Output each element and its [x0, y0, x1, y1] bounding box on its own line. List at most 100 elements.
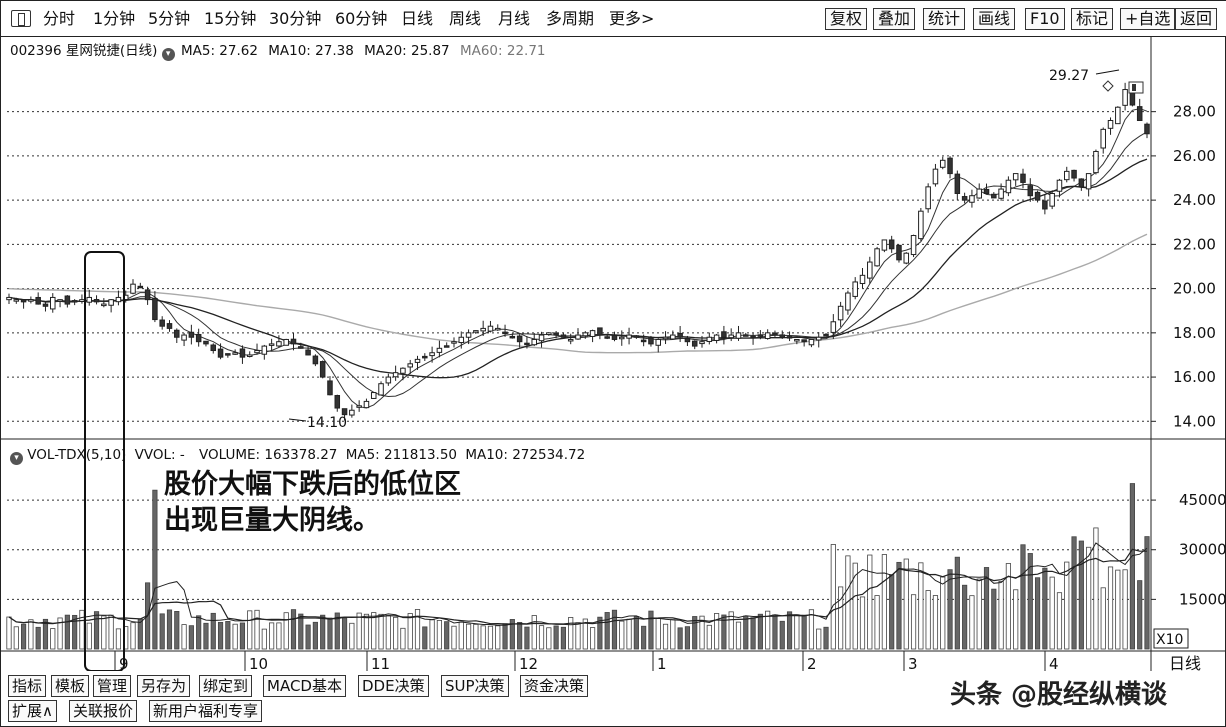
- f10-button[interactable]: F10: [1025, 8, 1065, 30]
- candle-down: [509, 335, 516, 339]
- back-button[interactable]: 返回: [1175, 8, 1218, 30]
- add-watchlist-button[interactable]: +自选: [1120, 8, 1176, 30]
- volume-bar: [50, 628, 56, 650]
- candle-up: [976, 188, 982, 199]
- volume-bar: [400, 627, 406, 650]
- settings-dropdown-icon[interactable]: ▾: [161, 48, 175, 61]
- candle-down: [166, 323, 173, 329]
- statistics-button[interactable]: 统计: [923, 8, 966, 30]
- price-tick-label: 22.00: [1173, 235, 1216, 253]
- volume-bar: [910, 594, 917, 650]
- candle-up: [370, 392, 377, 399]
- candle-up: [764, 332, 771, 340]
- volume-bar: [298, 613, 304, 650]
- candle-up: [1093, 150, 1099, 174]
- volume-bar: [72, 614, 78, 650]
- layout-toggle-icon[interactable]: [11, 10, 31, 27]
- diamond-icon: [1102, 80, 1114, 92]
- tab-daily[interactable]: 日线: [401, 9, 434, 28]
- tab-monthly[interactable]: 月线: [498, 9, 531, 28]
- volume-bar: [641, 625, 647, 650]
- candle-down: [757, 334, 764, 337]
- tab-5min[interactable]: 5分钟: [148, 9, 191, 28]
- volume-bar: [706, 624, 712, 650]
- volume-bar: [918, 562, 924, 650]
- tab-weekly[interactable]: 周线: [449, 9, 482, 28]
- tab-30min[interactable]: 30分钟: [269, 9, 322, 28]
- volume-bar: [925, 590, 931, 650]
- tab-save-as[interactable]: 另存为: [137, 675, 191, 697]
- overlay-button[interactable]: 叠加: [873, 8, 916, 30]
- more-menu-button[interactable]: 更多>: [609, 9, 655, 28]
- candle-down: [42, 303, 49, 307]
- tab-manage[interactable]: 管理: [93, 675, 132, 697]
- volume-bar: [108, 614, 114, 650]
- volume-bar: [976, 578, 982, 650]
- volume-bar: [1034, 577, 1041, 650]
- volume-bar: [1020, 544, 1026, 650]
- candle-up: [735, 332, 742, 339]
- volume-bar: [363, 613, 370, 650]
- candle-up: [852, 281, 858, 297]
- volume-bar: [232, 623, 238, 650]
- volume-bar: [604, 612, 610, 650]
- volume-bar: [1086, 546, 1092, 650]
- candle-down: [611, 334, 618, 340]
- ma5-line: [8, 108, 1148, 409]
- adjust-rights-button[interactable]: 复权: [825, 8, 868, 30]
- vvol-value: VVOL: -: [134, 447, 185, 463]
- candle-up: [385, 376, 392, 384]
- tab-dde-decision[interactable]: DDE决策: [358, 675, 429, 697]
- mark-button[interactable]: 标记: [1071, 8, 1114, 30]
- volume-bar: [801, 614, 807, 650]
- tab-intraday[interactable]: 分时: [43, 9, 76, 28]
- volume-bar: [845, 555, 851, 650]
- draw-line-button[interactable]: 画线: [973, 8, 1016, 30]
- volume-bar: [757, 613, 763, 650]
- candle-up: [108, 299, 114, 306]
- volume-bar: [341, 617, 348, 650]
- tab-sup-decision[interactable]: SUP决策: [441, 675, 509, 697]
- tab-new-user-benefits[interactable]: 新用户福利专享: [149, 700, 263, 722]
- volume-bar: [590, 627, 596, 650]
- tab-fund-decision[interactable]: 资金决策: [520, 675, 589, 697]
- tab-indicator[interactable]: 指标: [8, 675, 47, 697]
- tab-60min[interactable]: 60分钟: [335, 9, 388, 28]
- tab-multi-period[interactable]: 多周期: [546, 9, 595, 28]
- candle-up: [1107, 120, 1114, 129]
- candle-up: [458, 336, 465, 344]
- candle-up: [1063, 170, 1070, 181]
- candle-down: [801, 339, 807, 343]
- volume-bar: [152, 489, 158, 650]
- candle-down: [1071, 169, 1077, 179]
- volume-bar: [823, 626, 829, 650]
- tab-macd-basic[interactable]: MACD基本: [263, 675, 346, 697]
- candle-up: [50, 296, 56, 310]
- volume-bar: [21, 623, 27, 650]
- tab-related-quotes[interactable]: 关联报价: [69, 700, 138, 722]
- tab-template[interactable]: 模板: [51, 675, 90, 697]
- volume-bar: [619, 620, 625, 650]
- tab-bind-to[interactable]: 绑定到: [199, 675, 253, 697]
- indicator-dropdown-icon[interactable]: ▾: [10, 452, 23, 465]
- volume-bar: [35, 626, 41, 650]
- candle-up: [246, 354, 253, 357]
- tab-15min[interactable]: 15分钟: [204, 9, 257, 28]
- volume-bar: [582, 618, 588, 650]
- candle-up: [101, 303, 107, 307]
- candle-down: [1129, 92, 1136, 106]
- tab-expand[interactable]: 扩展∧: [8, 700, 57, 722]
- candle-up: [407, 363, 413, 368]
- volume-bar: [28, 619, 34, 650]
- candle-down: [20, 299, 27, 303]
- volume-bar: [254, 609, 260, 650]
- candle-up: [130, 283, 136, 294]
- volume-unit-box: [1153, 628, 1189, 649]
- candle-down: [779, 334, 786, 338]
- chart-canvas[interactable]: 28.00 26.00 24.00 22.00 20.00 18.00 16.00 14.00…: [1, 37, 1226, 671]
- volume-bar: [429, 619, 435, 650]
- candle-down: [144, 289, 151, 301]
- volume-bar: [1013, 589, 1019, 650]
- tab-1min[interactable]: 1分钟: [93, 9, 136, 28]
- volume-bar: [677, 627, 683, 650]
